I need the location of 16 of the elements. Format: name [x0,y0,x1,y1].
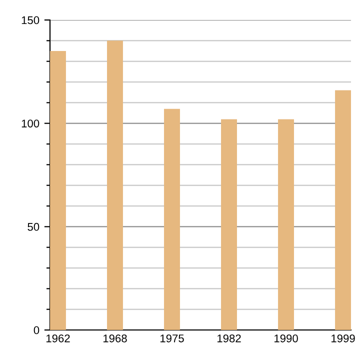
bar [50,51,66,330]
bar [335,90,351,330]
x-tick-label: 1982 [217,334,241,342]
x-tick-label: 1975 [160,334,184,342]
y-tick-label: 0 [34,326,40,334]
y-tick-label: 150 [22,16,40,24]
x-tick-label: 1968 [103,334,127,342]
x-tick-label: 1962 [46,334,70,342]
x-tick-label: 1990 [274,334,298,342]
y-tick-label: 100 [22,120,40,128]
bar [164,108,180,330]
y-tick-label: 50 [28,222,40,231]
bar [107,40,123,330]
bar [278,119,294,330]
x-tick-label: 1999 [332,334,355,342]
bar [221,119,237,330]
